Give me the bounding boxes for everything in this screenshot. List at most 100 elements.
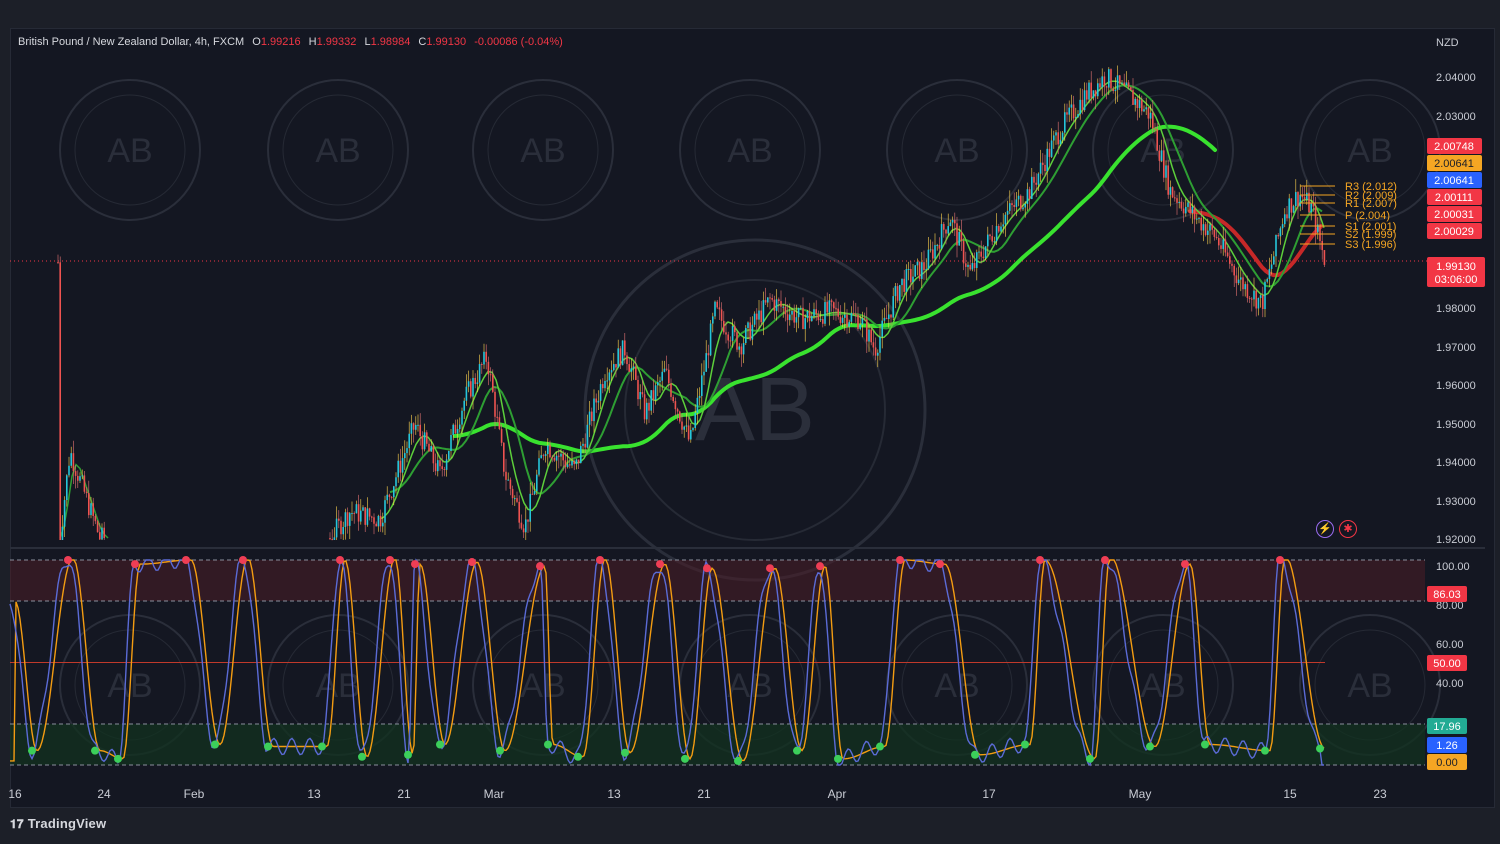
candle-body	[760, 310, 762, 323]
candle-body	[1235, 275, 1238, 284]
candle-body	[991, 236, 993, 242]
candle-body	[901, 278, 903, 286]
candle-body	[1242, 277, 1244, 290]
candle-body	[1092, 90, 1095, 98]
candle-body	[1011, 203, 1013, 206]
candle-body	[632, 366, 635, 369]
candle-body	[921, 262, 923, 279]
candle-body	[569, 464, 571, 466]
candle-body	[1013, 205, 1015, 207]
candle-body	[914, 265, 916, 277]
candle-body	[90, 503, 92, 516]
candle-body	[410, 423, 413, 434]
price-label-badge	[1427, 172, 1482, 188]
candle-body	[775, 299, 778, 311]
candle-body	[1215, 236, 1218, 239]
candle-body	[1053, 135, 1055, 141]
watermark-ring	[679, 79, 821, 221]
candle-body	[1317, 224, 1319, 233]
candle-body	[364, 507, 366, 525]
candle-body	[621, 340, 624, 366]
oversold-dot	[681, 754, 689, 763]
oversold-dot	[28, 746, 36, 755]
candle-body	[740, 346, 743, 355]
candle-body	[1075, 117, 1077, 119]
osc-label-text: 1.26	[1436, 740, 1457, 752]
candle-body	[547, 445, 549, 455]
candle-body	[1103, 76, 1106, 87]
candle-body	[1273, 256, 1275, 265]
time-tick: May	[1129, 787, 1152, 801]
candle-body	[784, 306, 787, 315]
candle-body	[1290, 198, 1293, 213]
candle-body	[1083, 90, 1086, 111]
watermark-text: AB	[1347, 132, 1392, 170]
osc-label-text: 86.03	[1433, 589, 1461, 601]
symbol-title[interactable]: British Pound / New Zealand Dollar, 4h, …	[18, 36, 245, 48]
candle-body	[1024, 203, 1026, 208]
candle-body	[103, 527, 105, 539]
candle-body	[731, 326, 734, 341]
price-label-badge	[1427, 155, 1482, 171]
time-tick: 15	[1283, 787, 1297, 801]
candle-body	[1218, 238, 1220, 246]
candle-body	[652, 390, 655, 401]
candle-body	[1143, 109, 1145, 112]
candle-body	[1279, 228, 1282, 237]
low-value: 1.98984	[370, 36, 411, 48]
price-label-text: 2.00748	[1434, 141, 1474, 153]
candle-body	[720, 309, 723, 321]
candle-body	[101, 527, 103, 540]
candle-body	[428, 443, 430, 452]
watermark-ring-inner	[282, 94, 394, 206]
candle-body	[1323, 250, 1326, 265]
candle-body	[432, 446, 435, 464]
candle-body	[1163, 150, 1165, 178]
lightning-icon[interactable]: ⚡	[1316, 520, 1334, 538]
candle-body	[463, 400, 465, 411]
oversold-dot	[544, 740, 552, 749]
tradingview-logo[interactable]: 𝟏𝟕 TradingView	[10, 816, 106, 832]
pivot-label: P (2.004)	[1345, 210, 1390, 222]
candle-body	[1209, 224, 1211, 231]
candle-body	[1046, 148, 1048, 172]
current-price-text: 1.99130	[1436, 261, 1476, 273]
time-tick: 16	[8, 787, 22, 801]
candle-body	[824, 302, 826, 324]
candle-body	[595, 398, 597, 403]
oversold-dot	[876, 742, 884, 751]
candle-body	[408, 433, 410, 449]
overbought-dot	[766, 564, 774, 573]
candle-body	[481, 363, 483, 365]
candle-body	[1009, 203, 1011, 211]
candle-body	[804, 318, 806, 330]
candle-body	[542, 455, 545, 457]
candle-body	[1002, 224, 1004, 227]
candle-body	[672, 396, 674, 402]
candle-body	[1070, 104, 1073, 108]
uk-flag-icon[interactable]: ✱	[1339, 520, 1357, 538]
candle-body	[1110, 69, 1112, 89]
candle-body	[582, 443, 584, 446]
candle-body	[456, 428, 459, 434]
candle-body	[978, 251, 980, 253]
osc-label-badge	[1427, 754, 1467, 770]
close-value: 1.99130	[426, 36, 467, 48]
overbought-dot	[239, 556, 247, 564]
candle-body	[386, 494, 388, 501]
candle-body	[1020, 195, 1022, 210]
candle-body	[868, 329, 870, 342]
candle-body	[771, 298, 773, 300]
candle-body	[1180, 201, 1183, 209]
candle-body	[1048, 148, 1051, 157]
candle-body	[881, 320, 883, 337]
candle-body	[976, 252, 978, 268]
overbought-dot	[656, 560, 664, 569]
candle-body	[885, 317, 888, 319]
candle-body	[729, 340, 732, 342]
watermark-ring-inner	[694, 94, 806, 206]
candle-body	[1154, 128, 1156, 130]
open-value: 1.99216	[260, 36, 301, 48]
candle-body	[566, 464, 569, 468]
